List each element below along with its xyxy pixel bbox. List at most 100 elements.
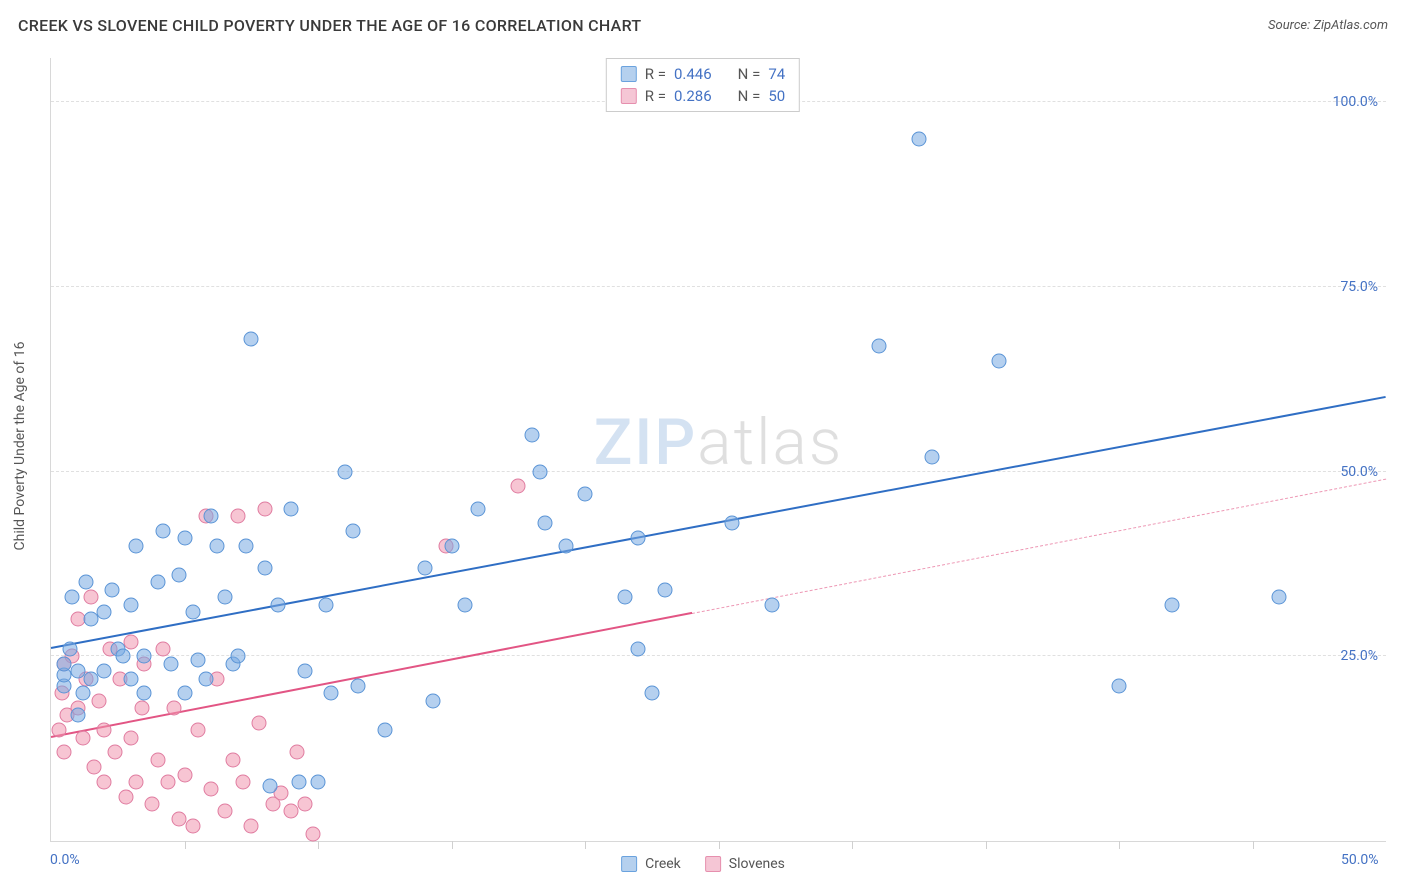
data-point [270,597,285,612]
series-legend: Creek Slovenes [621,856,785,872]
data-point [190,723,205,738]
x-tick [986,841,987,849]
data-point [578,486,593,501]
data-point [137,686,152,701]
data-point [511,479,526,494]
data-point [217,590,232,605]
data-point [230,649,245,664]
data-point [559,538,574,553]
data-point [217,804,232,819]
legend-swatch [705,856,721,872]
data-point [156,641,171,656]
data-point [524,427,539,442]
correlation-legend: R =0.446N =74R =0.286N =50 [606,58,800,112]
data-point [618,590,633,605]
grid-line [51,655,1386,656]
legend-label: Creek [645,856,681,872]
data-point [345,523,360,538]
data-point [537,516,552,531]
data-point [204,508,219,523]
data-point [124,730,139,745]
data-point [236,774,251,789]
data-point [124,597,139,612]
legend-r-value: 0.286 [674,87,712,105]
data-point [1272,590,1287,605]
x-tick [585,841,586,849]
data-point [991,353,1006,368]
data-point [145,797,160,812]
chart-header: CREEK VS SLOVENE CHILD POVERTY UNDER THE… [18,16,1388,35]
x-tick-label: 50.0% [1341,852,1379,868]
x-tick [852,841,853,849]
x-tick [1119,841,1120,849]
data-point [172,568,187,583]
data-point [238,538,253,553]
data-point [204,782,219,797]
data-point [70,708,85,723]
data-point [319,597,334,612]
data-point [124,671,139,686]
y-tick-label: 25.0% [1340,648,1378,664]
data-point [351,678,366,693]
data-point [118,789,133,804]
legend-swatch [621,856,637,872]
x-tick-label: 0.0% [50,852,80,868]
data-point [84,590,99,605]
data-point [166,701,181,716]
legend-row: R =0.286N =50 [607,85,799,107]
data-point [134,701,149,716]
legend-item: Creek [621,856,681,872]
grid-line [51,471,1386,472]
data-point [305,826,320,841]
data-point [262,778,277,793]
legend-row: R =0.446N =74 [607,63,799,85]
data-point [471,501,486,516]
data-point [911,132,926,147]
data-point [244,331,259,346]
data-point [150,752,165,767]
data-point [105,582,120,597]
watermark: ZIPatlas [594,405,844,480]
legend-swatch [621,66,637,82]
data-point [257,501,272,516]
legend-n-value: 50 [768,87,785,105]
data-point [78,575,93,590]
data-point [97,774,112,789]
data-point [97,723,112,738]
data-point [871,339,886,354]
data-point [292,774,307,789]
data-point [257,560,272,575]
data-point [92,693,107,708]
data-point [86,760,101,775]
data-point [631,641,646,656]
data-point [62,641,77,656]
x-tick [1253,841,1254,849]
data-point [225,752,240,767]
legend-n-label: N = [738,65,761,83]
data-point [161,774,176,789]
data-point [156,523,171,538]
data-point [150,575,165,590]
x-tick [719,841,720,849]
data-point [108,745,123,760]
data-point [532,464,547,479]
data-point [644,686,659,701]
legend-label: Slovenes [729,856,785,872]
data-point [76,686,91,701]
legend-r-label: R = [645,65,666,83]
data-point [444,538,459,553]
data-point [1165,597,1180,612]
data-point [425,693,440,708]
data-point [764,597,779,612]
data-point [76,730,91,745]
data-point [52,723,67,738]
data-point [284,501,299,516]
data-point [297,797,312,812]
data-point [129,538,144,553]
data-point [658,582,673,597]
data-point [377,723,392,738]
x-tick [185,841,186,849]
data-point [116,649,131,664]
data-point [631,531,646,546]
data-point [185,605,200,620]
